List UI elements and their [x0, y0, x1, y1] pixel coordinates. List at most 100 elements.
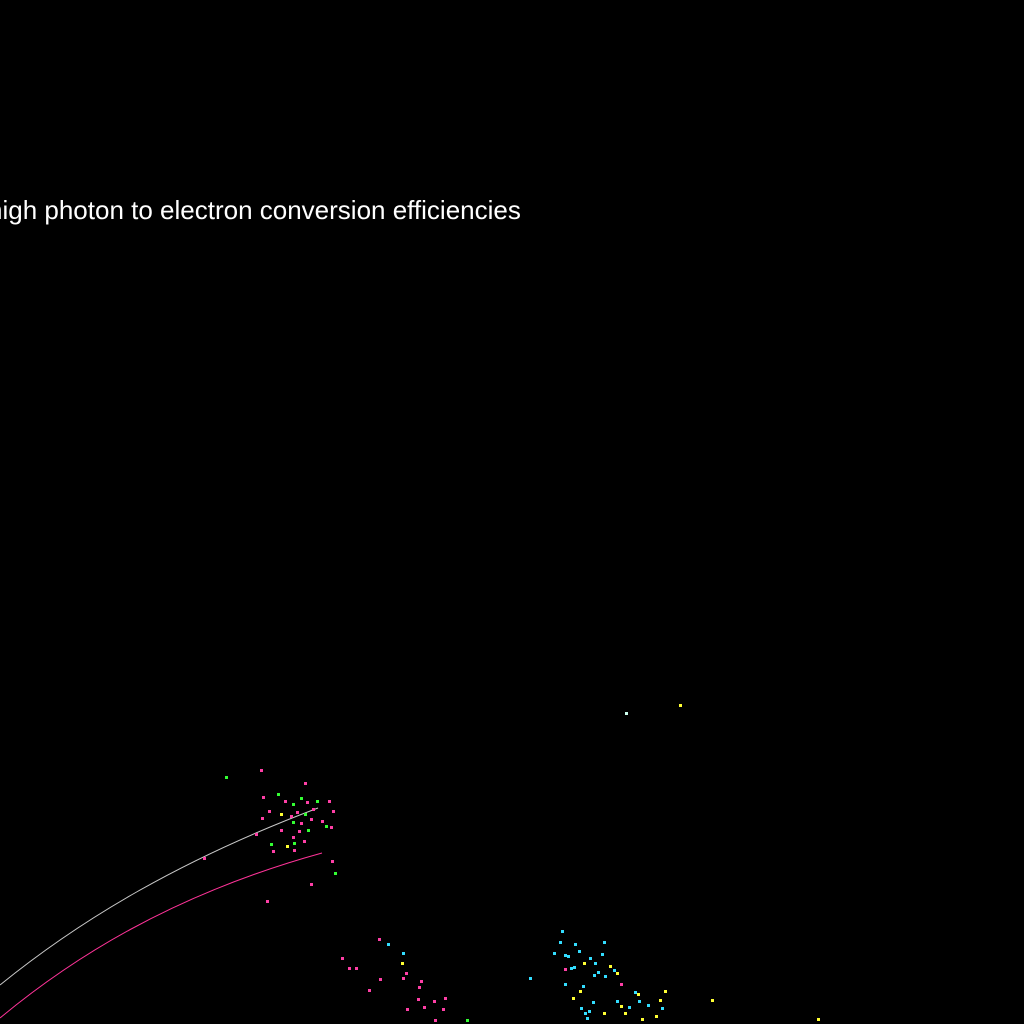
hit-dot [597, 971, 600, 974]
hit-dot [561, 930, 564, 933]
hit-dot [341, 957, 344, 960]
hit-dot [296, 811, 299, 814]
hit-dot [290, 815, 293, 818]
hit-dot [613, 969, 616, 972]
hit-dot [637, 993, 640, 996]
isolated-hits [529, 704, 820, 1021]
hit-dot [647, 1004, 650, 1007]
hit-dot [300, 797, 303, 800]
hit-dot [578, 950, 581, 953]
hit-dot [433, 1000, 436, 1003]
hit-dot [553, 952, 556, 955]
hit-dot [423, 1006, 426, 1009]
hit-dot [601, 953, 604, 956]
hit-dot [567, 955, 570, 958]
hit-dot [641, 1018, 644, 1021]
hit-dot [659, 999, 662, 1002]
hit-dot [579, 990, 582, 993]
hit-dot [306, 801, 309, 804]
hit-dot [628, 1006, 631, 1009]
hit-dot [355, 967, 358, 970]
hit-dot [387, 943, 390, 946]
hit-dot [434, 1019, 437, 1022]
hit-dot [584, 1012, 587, 1015]
hit-dot [586, 1017, 589, 1020]
hit-dot [616, 972, 619, 975]
hit-dot [307, 829, 310, 832]
hit-dot [261, 817, 264, 820]
hit-dot [293, 849, 296, 852]
hit-dot [321, 820, 324, 823]
hit-dot [444, 997, 447, 1000]
hit-dot [442, 1008, 445, 1011]
hit-cluster-lower-middle [341, 938, 469, 1022]
hit-dot [303, 840, 306, 843]
hit-dot [286, 845, 289, 848]
hit-dot [272, 850, 275, 853]
hit-dot [582, 985, 585, 988]
hit-dot [312, 808, 315, 811]
hit-dot [203, 857, 206, 860]
hit-dot [616, 1000, 619, 1003]
hit-dot [418, 986, 421, 989]
hit-dot [378, 938, 381, 941]
hit-dot [655, 1015, 658, 1018]
hit-dot [620, 1005, 623, 1008]
hit-dot [406, 1008, 409, 1011]
gray-particle-track [0, 807, 319, 986]
hit-dot [664, 990, 667, 993]
hit-dot [262, 796, 265, 799]
hit-dot [304, 782, 307, 785]
hit-dot [334, 872, 337, 875]
hit-dot [316, 800, 319, 803]
hit-dot [225, 776, 228, 779]
hit-dot [603, 941, 606, 944]
hit-dot [661, 1007, 664, 1010]
hit-dot [379, 978, 382, 981]
pink-particle-track [0, 852, 323, 1019]
hit-dot [603, 1012, 606, 1015]
hit-dot [564, 968, 567, 971]
hit-dot [609, 965, 612, 968]
hit-dot [817, 1018, 820, 1021]
hit-dot [570, 967, 573, 970]
hit-dot [559, 941, 562, 944]
hit-dot [589, 957, 592, 960]
hit-dot [348, 967, 351, 970]
hit-dot [624, 1012, 627, 1015]
hit-dot [572, 997, 575, 1000]
hit-dot [604, 975, 607, 978]
hit-dot [405, 972, 408, 975]
hit-dot [401, 962, 404, 965]
hit-dot [325, 825, 328, 828]
hit-dot [564, 954, 567, 957]
hit-dot [277, 793, 280, 796]
hit-dot [255, 833, 258, 836]
hit-dot [588, 1010, 591, 1013]
hit-dot [529, 977, 532, 980]
hit-dot [328, 800, 331, 803]
hit-dot [593, 974, 596, 977]
hit-dot [711, 999, 714, 1002]
hit-dot [280, 813, 283, 816]
hit-cluster-upper-left [203, 769, 337, 903]
hit-dot [417, 998, 420, 1001]
hit-dot [573, 966, 576, 969]
hit-dot [260, 769, 263, 772]
hit-dot [679, 704, 682, 707]
hit-dot [300, 822, 303, 825]
hit-dot [310, 818, 313, 821]
hit-dot [284, 800, 287, 803]
hit-dot [634, 991, 637, 994]
hit-dot [368, 989, 371, 992]
hit-dot [574, 943, 577, 946]
hit-dot [270, 843, 273, 846]
hit-dot [292, 803, 295, 806]
hit-dot [625, 712, 628, 715]
hit-dot [580, 1007, 583, 1010]
hit-cluster-lower-right [553, 930, 667, 1021]
hit-dot [594, 962, 597, 965]
hit-dot [583, 962, 586, 965]
